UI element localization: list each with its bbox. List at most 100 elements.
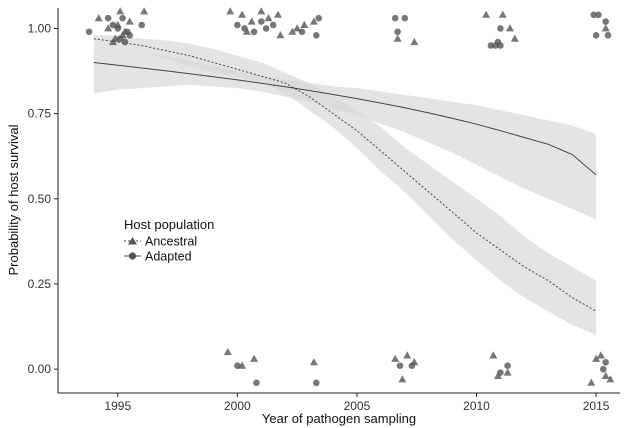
- point-adapted: [391, 14, 399, 22]
- point-ancestral: [393, 34, 402, 42]
- point-adapted: [394, 28, 401, 36]
- point-ancestral: [257, 7, 266, 15]
- point-adapted: [121, 38, 129, 46]
- point-ancestral: [104, 24, 113, 32]
- legend-adapted-circle-icon: [128, 252, 137, 260]
- point-adapted: [258, 18, 265, 25]
- point-adapted: [590, 11, 597, 19]
- legend: Host population Ancestral Adapted: [124, 217, 214, 264]
- point-adapted: [595, 11, 602, 19]
- point-ancestral: [226, 7, 235, 15]
- point-ancestral: [606, 375, 615, 383]
- point-ancestral: [309, 358, 318, 366]
- point-ancestral: [601, 24, 610, 32]
- legend-ancestral-label: Ancestral: [145, 235, 197, 249]
- point-adapted: [253, 379, 260, 387]
- point-ancestral: [300, 20, 309, 28]
- legend-title: Host population: [124, 217, 214, 232]
- confidence-ribbons: [93, 35, 597, 336]
- point-ancestral: [238, 10, 247, 18]
- point-adapted: [494, 38, 502, 46]
- point-ancestral: [223, 347, 232, 356]
- point-ancestral: [398, 375, 407, 383]
- point-ancestral: [592, 354, 601, 362]
- point-adapted: [262, 25, 270, 32]
- point-adapted: [269, 21, 277, 29]
- point-ancestral: [109, 37, 117, 46]
- legend-ancestral-triangle-icon: [128, 237, 137, 245]
- point-adapted: [408, 362, 416, 370]
- point-adapted: [602, 18, 609, 25]
- point-adapted: [298, 28, 306, 36]
- y-tick-label: 0.50: [28, 192, 52, 206]
- point-ancestral: [498, 10, 507, 18]
- point-adapted: [313, 379, 320, 387]
- legend-adapted-label: Adapted: [145, 250, 192, 264]
- point-adapted: [124, 28, 131, 36]
- point-adapted: [396, 362, 404, 370]
- point-ancestral: [482, 10, 491, 18]
- point-adapted: [241, 25, 248, 32]
- point-ancestral: [506, 24, 514, 32]
- point-adapted: [504, 362, 511, 370]
- point-adapted: [602, 359, 609, 366]
- point-ancestral: [116, 7, 125, 15]
- point-ancestral: [242, 27, 251, 35]
- point-adapted: [109, 21, 117, 29]
- point-ancestral: [596, 351, 605, 359]
- point-ancestral: [274, 10, 282, 18]
- point-ancestral: [587, 378, 596, 386]
- point-adapted: [85, 28, 93, 36]
- point-ancestral: [489, 351, 498, 359]
- point-ancestral: [276, 31, 285, 39]
- point-adapted: [138, 21, 145, 29]
- y-tick-label: 1.00: [28, 21, 52, 35]
- point-ancestral: [510, 34, 519, 42]
- fit-lines: [93, 38, 597, 312]
- point-adapted: [234, 21, 241, 29]
- point-ancestral: [140, 7, 149, 15]
- point-adapted: [401, 14, 409, 22]
- x-ticks: 1995 2000 2005 2010 2015: [104, 393, 610, 413]
- point-adapted: [497, 25, 504, 32]
- x-tick-label: 1995: [104, 399, 131, 413]
- point-adapted: [250, 28, 258, 36]
- x-tick-label: 2000: [224, 399, 251, 413]
- ribbon-adapted: [93, 45, 597, 220]
- fit-line-adapted: [93, 62, 597, 176]
- point-ancestral: [94, 14, 103, 22]
- point-ancestral: [250, 354, 259, 362]
- point-ancestral: [503, 368, 512, 376]
- y-tick-label: 0.75: [28, 107, 52, 121]
- x-axis-title: Year of pathogen sampling: [262, 411, 416, 426]
- point-adapted: [604, 32, 612, 39]
- point-adapted: [487, 42, 495, 49]
- point-ancestral: [410, 37, 419, 46]
- legend-item-ancestral: Ancestral: [124, 235, 197, 249]
- point-adapted: [234, 362, 241, 370]
- legend-item-adapted: Adapted: [124, 250, 192, 264]
- axes: [57, 8, 620, 394]
- point-adapted: [600, 365, 607, 373]
- point-ancestral: [293, 24, 302, 32]
- x-tick-label: 2005: [344, 399, 371, 413]
- x-tick-label: 2010: [463, 399, 490, 413]
- y-tick-label: 0.00: [28, 362, 52, 376]
- y-axis-title: Probability of host survival: [6, 124, 21, 275]
- point-ancestral: [494, 371, 502, 379]
- point-adapted: [114, 25, 122, 32]
- fit-line-ancestral: [93, 38, 597, 312]
- ribbon-ancestral: [93, 35, 597, 336]
- data-points: [85, 7, 615, 387]
- point-adapted: [315, 14, 323, 22]
- point-adapted: [313, 32, 320, 39]
- point-adapted: [592, 32, 600, 39]
- x-tick-label: 2015: [583, 399, 610, 413]
- point-ancestral: [391, 354, 400, 362]
- y-ticks: 0.00 0.25 0.50 0.75 1.00: [28, 21, 58, 376]
- point-ancestral: [601, 371, 610, 379]
- point-adapted: [116, 35, 124, 42]
- point-ancestral: [125, 17, 134, 25]
- point-ancestral: [288, 27, 297, 35]
